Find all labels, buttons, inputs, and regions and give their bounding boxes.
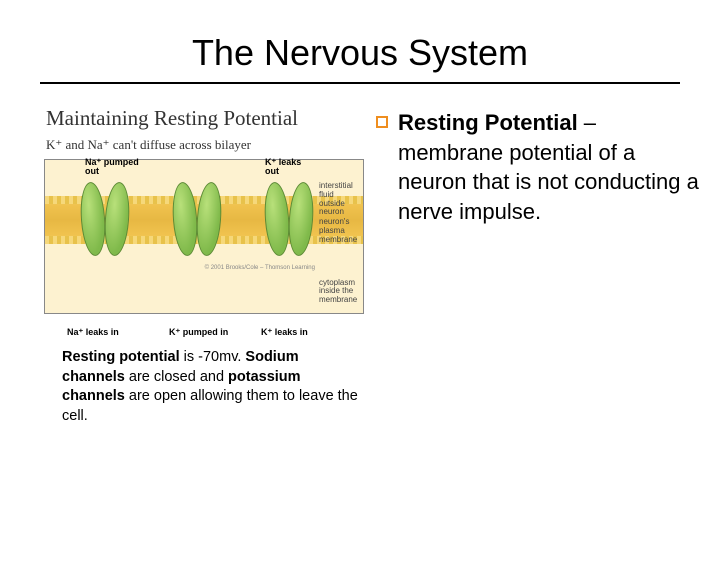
label-interstitial: interstitial fluid outside neuron (319, 182, 361, 217)
annot-k-leaks-in: K⁺ leaks in (261, 328, 321, 337)
right-column: Resting Potential – membrane potential o… (368, 106, 702, 426)
membrane-protein (263, 182, 315, 260)
diffusion-note: K⁺ and Na⁺ can't diffuse across bilayer (46, 137, 368, 153)
caption-seg-2: are closed and (125, 369, 228, 385)
title-rule (40, 82, 680, 84)
annot-na-leaks-in: Na⁺ leaks in (67, 328, 127, 337)
annot-k-pumped-in: K⁺ pumped in (169, 328, 229, 337)
annot-k-leaks-out: K⁺ leaks out (265, 158, 315, 177)
annot-na-pumped-out: Na⁺ pumped out (85, 158, 145, 177)
label-cytoplasm: cytoplasm inside the membrane (319, 279, 361, 305)
square-bullet-icon (376, 116, 388, 128)
caption-bold-1: Resting potential (62, 349, 180, 365)
membrane-protein (171, 182, 223, 260)
membrane-protein (79, 182, 131, 260)
copyright-text: © 2001 Brooks/Cole – Thomson Learning (205, 265, 315, 271)
label-membrane: neuron's plasma membrane (319, 218, 361, 244)
page-title: The Nervous System (0, 32, 720, 74)
bullet-text: Resting Potential – membrane potential o… (398, 108, 702, 227)
caption-seg-1: is -70mv. (180, 349, 246, 365)
caption-text: Resting potential is -70mv. Sodium chann… (62, 348, 362, 426)
left-column: Maintaining Resting Potential K⁺ and Na⁺… (18, 106, 368, 426)
content-row: Maintaining Resting Potential K⁺ and Na⁺… (0, 106, 720, 426)
bullet-line: Resting Potential – membrane potential o… (376, 108, 702, 227)
subheading: Maintaining Resting Potential (46, 106, 368, 131)
membrane-diagram: interstitial fluid outside neuron neuron… (44, 159, 364, 314)
term: Resting Potential (398, 110, 578, 135)
